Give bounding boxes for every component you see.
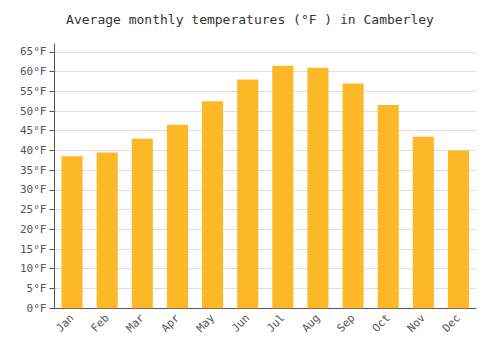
svg-text:65°F: 65°F <box>20 45 47 58</box>
svg-text:Sep: Sep <box>334 312 357 335</box>
svg-text:Jan: Jan <box>53 312 76 335</box>
svg-text:Average monthly temperatures (: Average monthly temperatures (°F ) in Ca… <box>66 12 434 27</box>
svg-text:50°F: 50°F <box>20 105 47 118</box>
svg-text:30°F: 30°F <box>20 183 47 196</box>
svg-text:0°F: 0°F <box>27 302 47 315</box>
svg-text:Jun: Jun <box>229 312 252 335</box>
svg-text:40°F: 40°F <box>20 144 47 157</box>
svg-text:20°F: 20°F <box>20 223 47 236</box>
svg-text:Dec: Dec <box>440 312 463 335</box>
svg-text:Nov: Nov <box>405 311 428 334</box>
svg-text:55°F: 55°F <box>20 85 47 98</box>
svg-text:15°F: 15°F <box>20 243 47 256</box>
svg-text:10°F: 10°F <box>20 262 47 275</box>
svg-text:25°F: 25°F <box>20 203 47 216</box>
svg-text:Apr: Apr <box>159 311 182 334</box>
svg-text:Oct: Oct <box>370 312 393 335</box>
svg-text:5°F: 5°F <box>27 282 47 295</box>
svg-text:45°F: 45°F <box>20 124 47 137</box>
svg-text:35°F: 35°F <box>20 164 47 177</box>
svg-text:Mar: Mar <box>124 311 147 334</box>
svg-text:Feb: Feb <box>89 312 112 335</box>
svg-text:Aug: Aug <box>299 312 322 335</box>
svg-text:60°F: 60°F <box>20 65 47 78</box>
svg-text:May: May <box>194 311 217 334</box>
svg-text:Jul: Jul <box>264 312 287 335</box>
